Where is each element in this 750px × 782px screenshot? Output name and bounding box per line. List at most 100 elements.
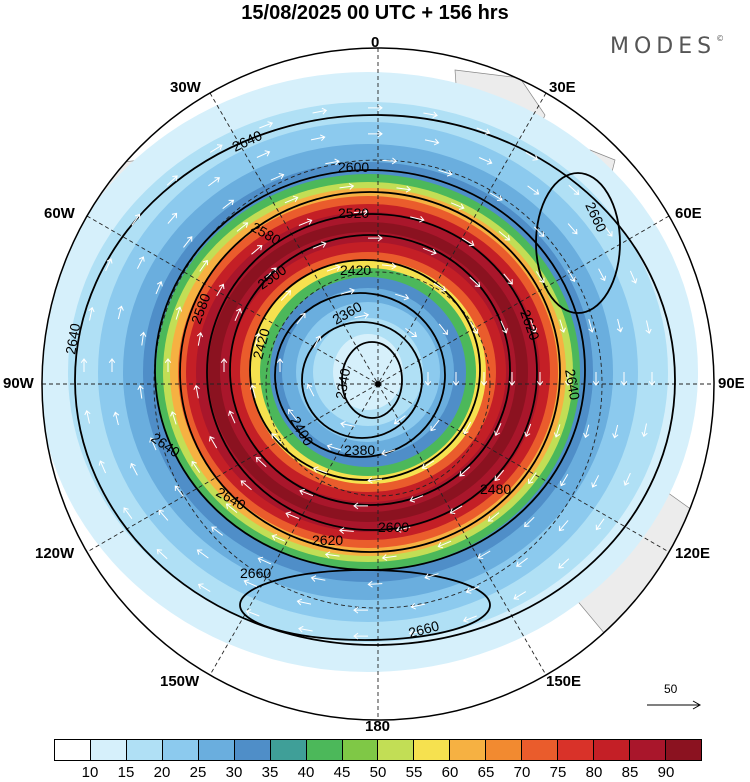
wind-arrow	[340, 287, 355, 295]
wind-arrow	[149, 437, 157, 451]
wind-arrow	[306, 383, 315, 397]
wind-arrow	[381, 554, 397, 561]
wind-arrow	[175, 306, 183, 320]
lon-label-90w: 90W	[3, 375, 34, 392]
wind-arrow	[183, 236, 193, 248]
wind-arrow	[449, 505, 463, 514]
wind-arrow	[257, 556, 272, 565]
reference-vector-label: 50	[664, 682, 678, 696]
wind-arrow	[437, 540, 452, 549]
wind-arrow	[222, 199, 235, 209]
wind-arrow	[612, 424, 619, 439]
wind-arrow	[339, 183, 355, 190]
wind-arrow	[167, 212, 178, 224]
wind-arrow	[421, 460, 435, 469]
wind-arrow	[450, 202, 465, 210]
wind-arrow	[249, 384, 257, 398]
colorbar-tick-label: 45	[333, 764, 351, 781]
colorbar-swatch	[450, 740, 487, 760]
wind-arrow	[164, 358, 172, 372]
colorbar-swatch	[162, 740, 199, 760]
lon-label-0: 0	[371, 34, 380, 51]
wind-arrow	[558, 558, 570, 569]
wind-arrow	[588, 319, 595, 333]
colorbar-tick-label: 40	[297, 764, 315, 781]
wind-arrow	[276, 358, 284, 372]
wind-arrow	[156, 549, 168, 560]
wind-arrow	[220, 358, 228, 372]
wind-arrow	[452, 372, 460, 386]
wind-arrow	[288, 408, 298, 421]
wind-arrow	[465, 586, 480, 594]
contour-label: 2600	[378, 519, 409, 535]
wind-arrow	[131, 213, 141, 226]
reference-vector-arrow	[647, 700, 702, 710]
wind-arrow	[98, 460, 107, 474]
map-boundary	[41, 47, 715, 721]
colorbar-swatch	[486, 740, 523, 760]
colorbar-tick-label: 90	[657, 764, 675, 781]
colorbar	[54, 739, 702, 761]
wind-arrow	[251, 244, 263, 255]
wind-arrow	[461, 237, 475, 247]
lon-label-90e: 90E	[718, 375, 745, 392]
wind-arrow	[234, 307, 242, 322]
lon-label-150e: 150E	[546, 673, 582, 690]
wind-arrow	[393, 415, 406, 425]
lon-label-180: 180	[365, 718, 391, 735]
contour-label: 2420	[249, 326, 273, 360]
modes-logo: MODES©	[610, 34, 725, 59]
wind-arrow	[209, 144, 223, 153]
wind-arrow	[368, 104, 383, 112]
wind-arrow	[113, 411, 120, 426]
wind-arrow	[527, 185, 540, 195]
wind-arrow	[395, 293, 410, 301]
wind-arrow	[567, 269, 576, 283]
wind-arrow	[645, 320, 652, 335]
wind-arrow	[524, 516, 535, 528]
wind-arrow	[516, 557, 528, 567]
wind-arrow	[616, 318, 623, 333]
wind-arrow	[139, 331, 147, 346]
wind-arrow	[513, 591, 527, 600]
contour-label: 2340	[332, 367, 353, 401]
wind-arrow	[528, 472, 537, 485]
contour-label: 2640	[562, 368, 583, 402]
wind-arrow	[285, 511, 300, 519]
wind-arrow	[368, 130, 383, 138]
wind-arrow	[136, 256, 145, 269]
wind-arrow	[567, 223, 578, 235]
wind-arrow	[433, 282, 447, 292]
colorbar-swatch	[630, 740, 666, 760]
wind-arrow	[236, 222, 249, 232]
wind-arrow	[166, 175, 178, 186]
wind-arrow	[208, 177, 220, 187]
wind-arrow	[424, 573, 439, 580]
wind-arrow	[623, 472, 631, 486]
colorbar-tick-label: 30	[225, 764, 243, 781]
wind-arrow	[395, 526, 411, 533]
wind-arrow	[620, 372, 628, 386]
wind-arrow	[259, 121, 274, 129]
wind-arrow	[595, 518, 605, 531]
wind-arrow	[105, 258, 113, 272]
lon-label-30e: 30E	[549, 79, 576, 96]
wind-arrow	[254, 332, 261, 347]
wind-arrow	[310, 575, 326, 582]
wind-arrow	[530, 319, 538, 334]
wind-arrow	[243, 579, 258, 587]
wind-arrow	[503, 273, 513, 285]
lon-label-60e: 60E	[675, 205, 702, 222]
wind-arrow	[280, 290, 292, 301]
wind-arrow	[353, 606, 368, 614]
wind-arrow	[469, 276, 481, 288]
wind-arrow	[130, 462, 138, 476]
wind-arrow	[196, 331, 204, 346]
contour-label: 2620	[312, 532, 343, 548]
wind-arrow	[199, 259, 208, 272]
colorbar-swatch	[306, 740, 343, 760]
wind-arrow	[535, 271, 545, 284]
colorbar-swatch	[126, 740, 163, 760]
wind-arrow	[155, 281, 163, 295]
